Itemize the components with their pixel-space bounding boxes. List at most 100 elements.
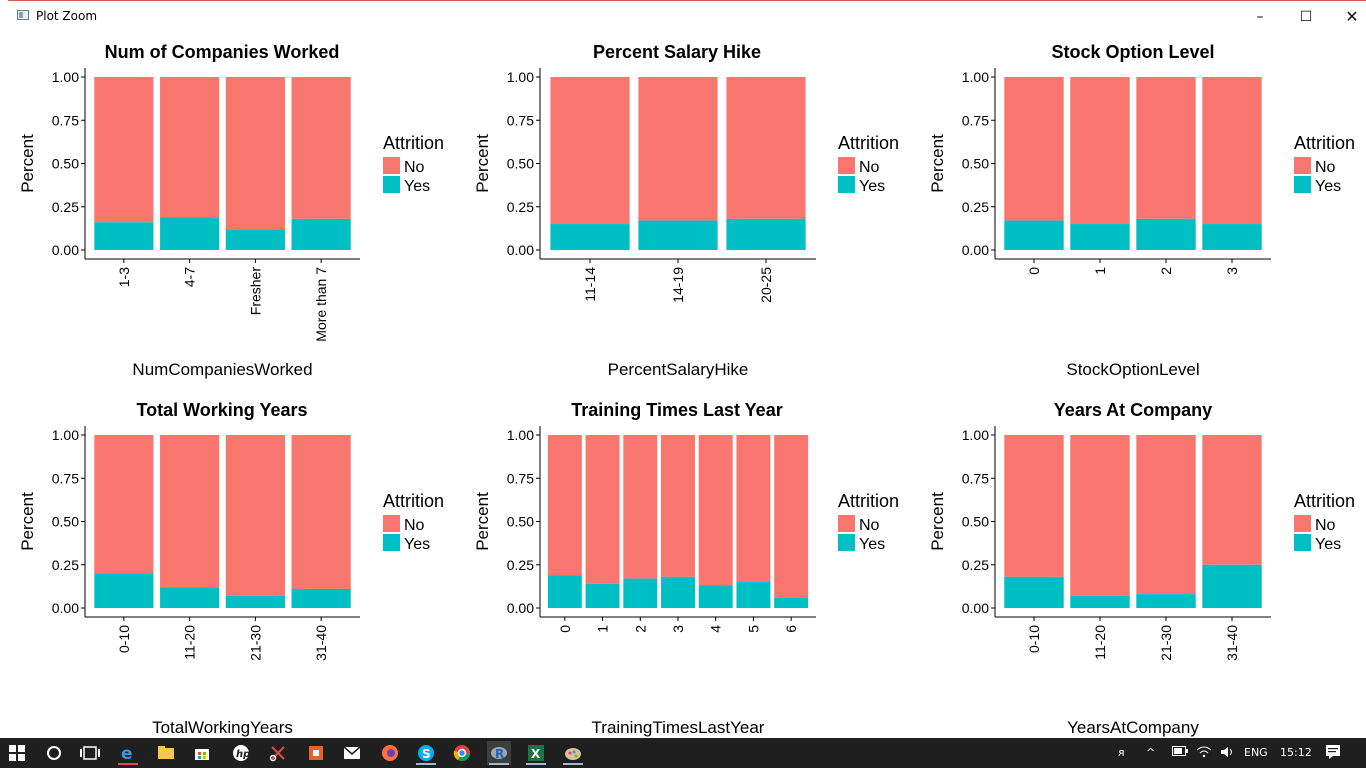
firefox-icon[interactable] [378,741,402,765]
legend-label-no: No [404,517,425,534]
legend-label-yes: Yes [859,536,885,553]
title-bar[interactable]: Plot Zoom – ☐ ✕ [8,1,1366,32]
app-window-icon [17,10,29,20]
skype-icon[interactable]: S [414,741,438,765]
chevron-up-icon[interactable]: ^ [1146,746,1156,759]
y-tick-label: 0.50 [52,156,79,172]
bar-yes-21-30 [225,595,285,608]
x-tick-label: 21-30 [247,625,263,661]
legend-swatch-yes [383,534,400,551]
language-indicator[interactable]: ENG [1244,746,1268,759]
legend-swatch-no [838,515,855,532]
y-axis-label: Percent [473,134,492,193]
maximize-button[interactable]: ☐ [1299,8,1313,25]
hp-icon[interactable]: hp [229,741,253,765]
x-tick-label: 4-7 [182,267,198,287]
legend-swatch-yes [838,176,855,193]
legend-swatch-yes [838,534,855,551]
bar-yes-20-25 [726,218,806,250]
legend-label-no: No [859,159,880,176]
wifi-icon[interactable] [1196,746,1212,761]
bar-yes-2 [1136,218,1196,250]
minimize-button[interactable]: – [1256,8,1264,25]
chrome-icon[interactable] [450,741,474,765]
cortana-circle-icon[interactable] [42,741,66,765]
y-tick-label: 0.75 [52,112,79,128]
x-tick-label: 1 [1092,267,1108,275]
bar-no-Fresher [225,77,285,230]
x-tick-label: 5 [745,625,761,633]
x-tick-label: 1 [595,625,611,633]
y-tick-label: 0.75 [507,470,534,486]
chart-title: Num of Companies Worked [105,42,340,62]
legend-title: Attrition [838,133,899,153]
windows-start-icon[interactable] [5,741,29,765]
y-axis-label: Percent [928,492,947,551]
bar-yes-0-10 [94,573,154,608]
x-tick-label: 0 [557,625,573,633]
volume-icon[interactable] [1220,746,1236,761]
close-button[interactable]: ✕ [1345,7,1359,26]
y-tick-label: 0.00 [962,242,989,258]
legend-swatch-yes [383,176,400,193]
bar-no-11-14 [550,77,630,225]
y-tick-label: 0.75 [507,112,534,128]
legend-label-yes: Yes [1315,178,1341,195]
y-tick-label: 0.00 [507,600,534,616]
legend-swatch-no [838,157,855,174]
paint-icon[interactable] [561,741,585,765]
x-tick-label: 14-19 [670,267,686,303]
excel-icon[interactable]: X [524,741,548,765]
file-explorer-icon[interactable] [154,741,178,765]
bar-no-11-20 [160,435,220,588]
chart-panel-6: Years At Company Percent 0.00 0.25 0.50 0.75 1… [928,400,1355,737]
battery-icon[interactable] [1172,746,1188,759]
y-tick-label: 0.25 [52,199,79,215]
bar-yes-1 [1070,224,1130,250]
x-axis-label: NumCompaniesWorked [132,360,312,379]
y-tick-label: 0.50 [962,514,989,530]
bar-no-0 [1004,77,1064,221]
bar-no-5 [736,435,771,583]
y-axis-label: Percent [18,134,37,193]
store-icon[interactable] [190,741,214,765]
legend-label-no: No [859,517,880,534]
legend-swatch-no [383,157,400,174]
bar-no-4-7 [160,77,220,218]
svg-text:R: R [495,747,504,761]
snipping-tool-icon[interactable] [266,741,290,765]
y-tick-label: 0.50 [507,514,534,530]
people-icon[interactable]: ᴙ [1118,746,1125,759]
x-tick-label: 1-3 [116,267,132,287]
bar-no-20-25 [726,77,806,219]
x-tick-label: 4 [708,625,724,633]
r-icon[interactable]: R [487,741,511,765]
bar-yes-0 [547,575,582,608]
y-tick-label: 0.00 [962,600,989,616]
task-view-icon[interactable] [78,741,102,765]
bar-yes-3 [661,576,695,608]
y-tick-label: 0.75 [52,470,79,486]
x-axis-label: TotalWorkingYears [152,718,293,737]
x-tick-label: 2 [632,625,648,633]
y-tick-label: 0.00 [52,242,79,258]
bar-no-11-20 [1070,435,1130,596]
bar-yes-6 [774,597,809,608]
y-tick-label: 1.00 [52,427,79,443]
legend-label-yes: Yes [404,178,430,195]
clock[interactable]: 15:12 [1280,746,1312,759]
y-tick-label: 0.75 [962,112,989,128]
edge-icon[interactable]: e [116,741,140,765]
mail-icon[interactable] [340,741,364,765]
x-axis-label: StockOptionLevel [1066,360,1199,379]
action-center-icon[interactable] [1325,744,1341,763]
x-tick-label: 0-10 [1026,625,1042,653]
bar-no-0-10 [1004,435,1064,577]
plot-zoom-window: Plot Zoom – ☐ ✕ Num of Companies Worked P… [8,0,1366,739]
legend-title: Attrition [838,491,899,511]
office-icon[interactable] [304,741,328,765]
y-tick-label: 1.00 [962,69,989,85]
legend-label-yes: Yes [1315,536,1341,553]
x-tick-label: 31-40 [1224,625,1240,661]
bar-yes-More than 7 [291,218,351,250]
